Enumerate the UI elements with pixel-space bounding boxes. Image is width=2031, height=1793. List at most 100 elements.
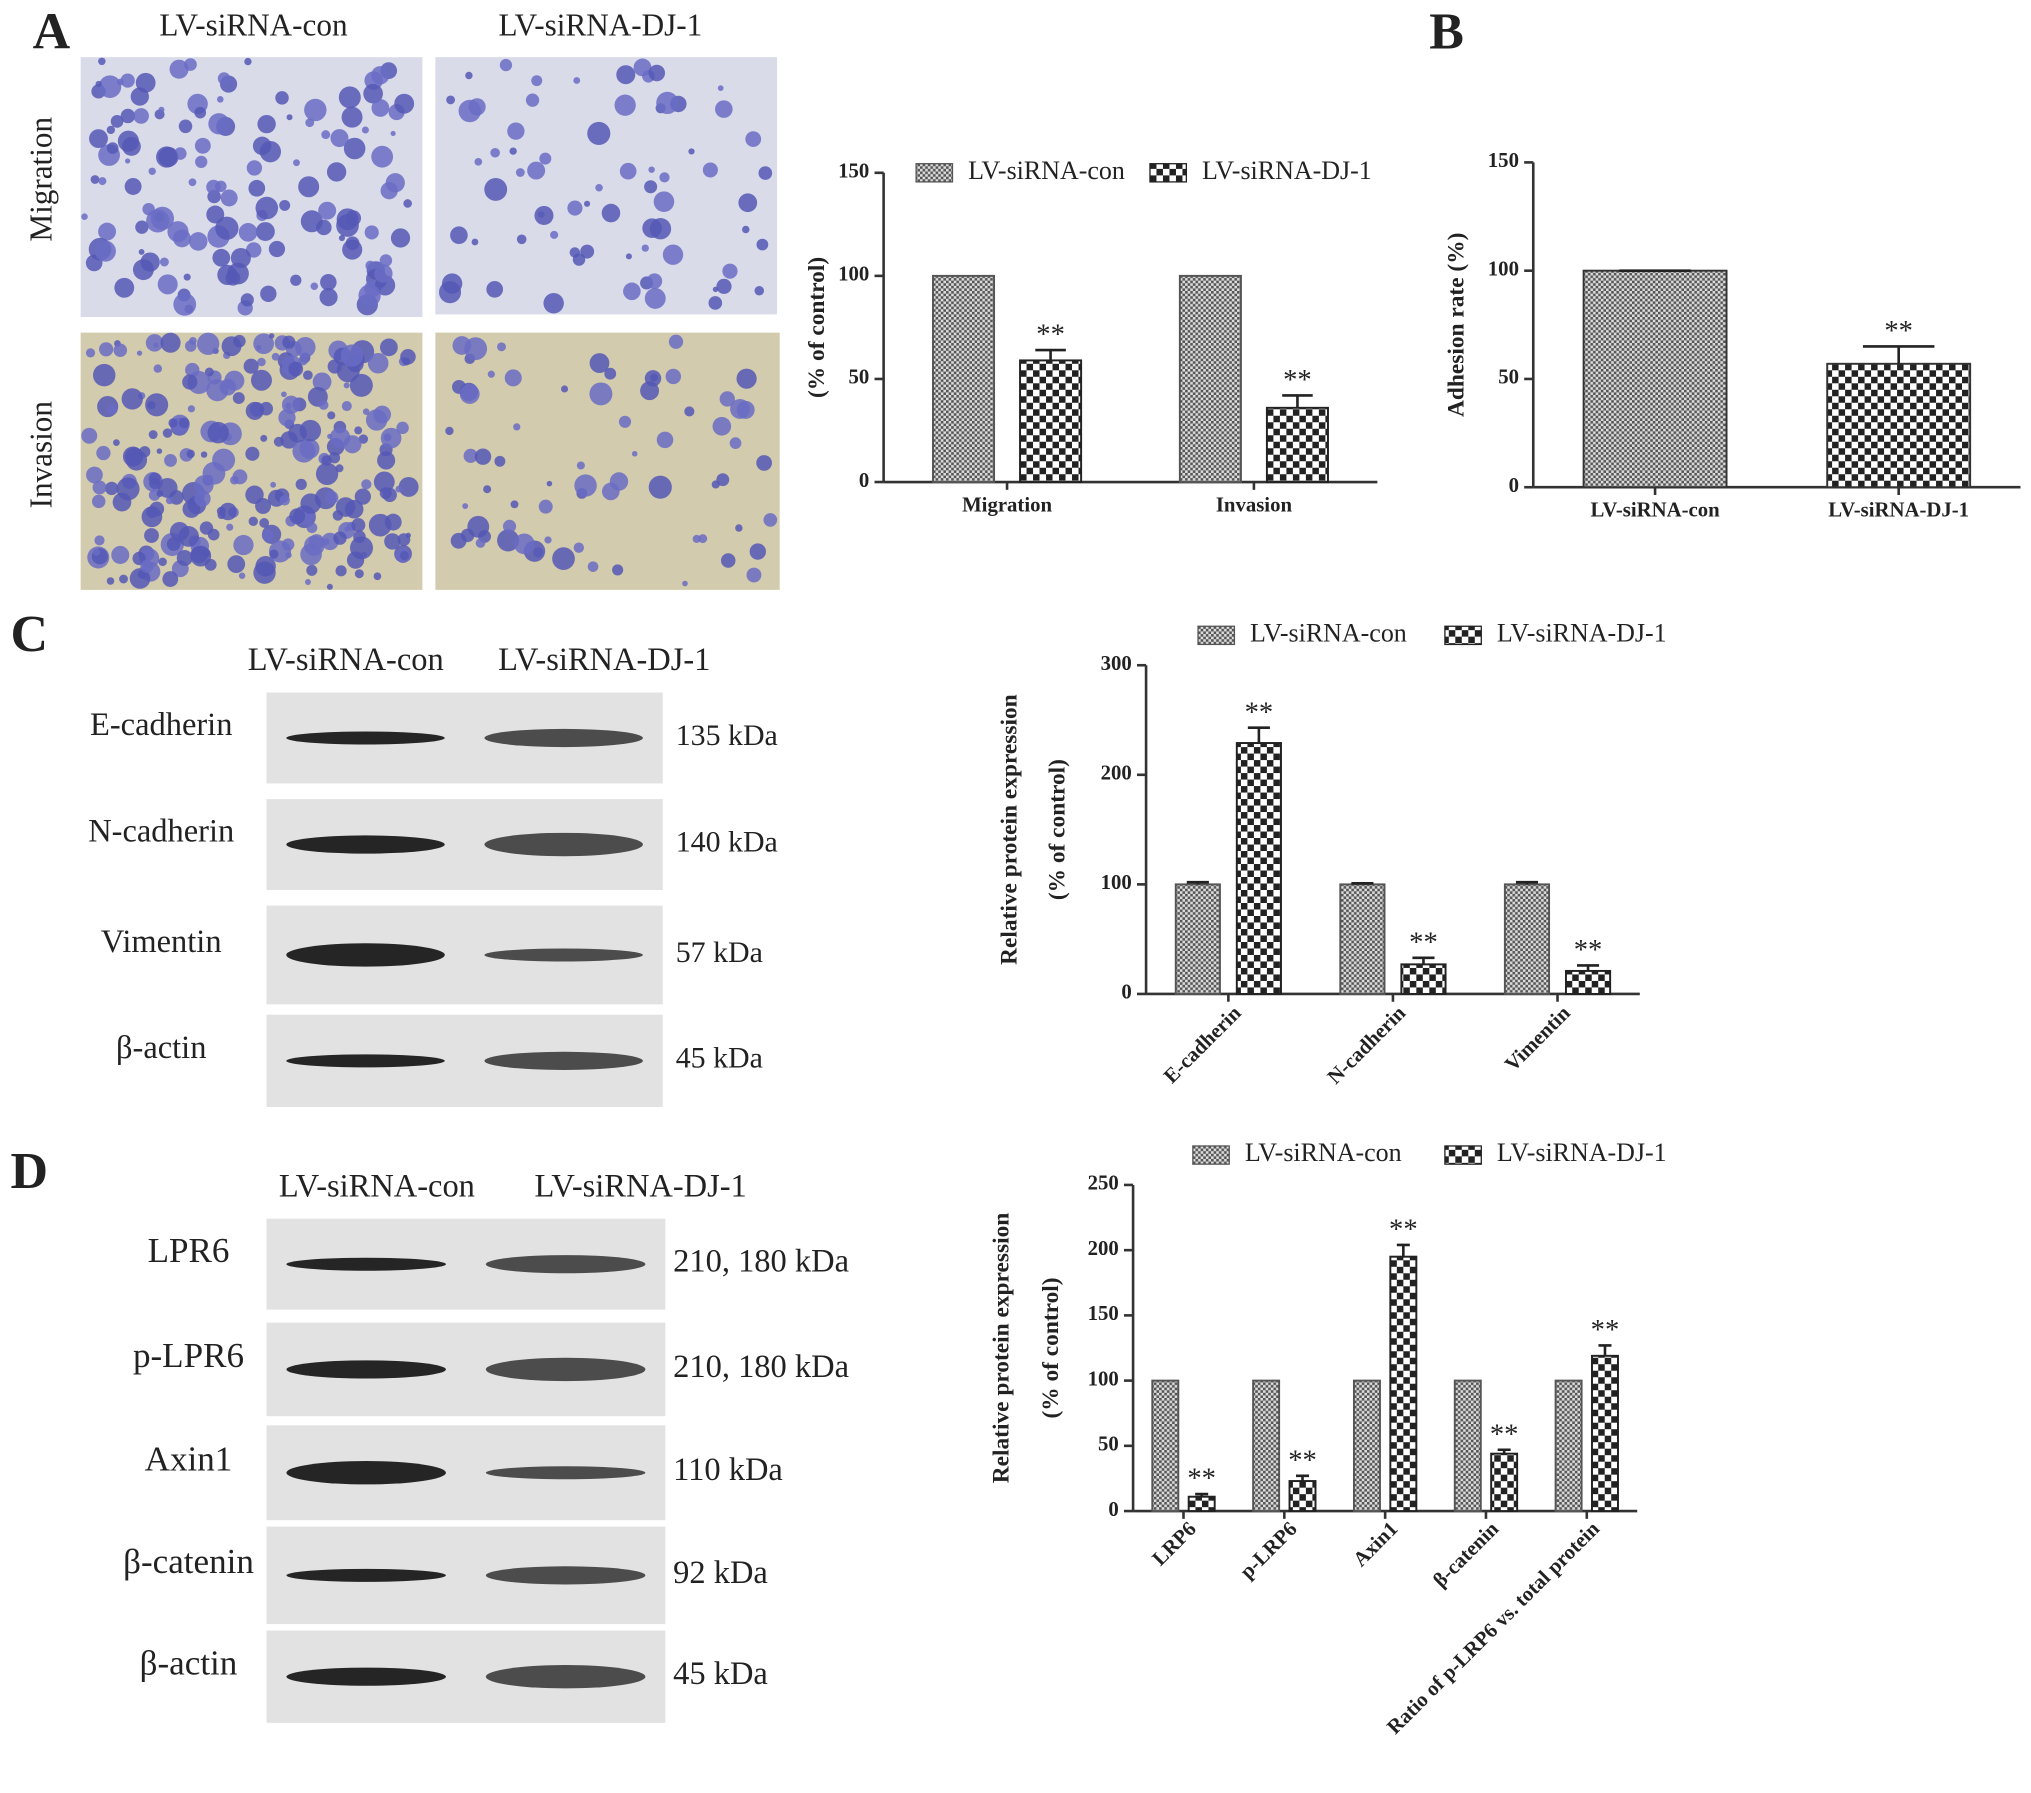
cell [256, 344, 262, 351]
cell [246, 160, 263, 176]
error-bar [1412, 956, 1435, 965]
cell [182, 374, 198, 390]
cell [642, 218, 662, 238]
cell [330, 129, 349, 148]
y-tick-label: 50 [1498, 366, 1519, 389]
cell [255, 196, 279, 220]
x-tick-label: Axin1 [1349, 1517, 1403, 1571]
cell [98, 177, 107, 186]
cell [253, 561, 276, 584]
cell [259, 140, 282, 163]
cell [157, 477, 178, 498]
cell [395, 485, 403, 493]
cell [379, 254, 393, 267]
cell [756, 455, 772, 471]
cell [153, 342, 159, 348]
cell [320, 273, 337, 291]
blot-size: 140 kDa [676, 825, 778, 858]
cell [248, 179, 266, 197]
blot-band [286, 1257, 446, 1271]
cell [321, 455, 332, 466]
blot-size: 92 kDa [673, 1555, 768, 1591]
cell [269, 549, 279, 559]
cell [217, 72, 231, 85]
bar [1174, 883, 1221, 995]
cell [587, 121, 611, 146]
error-bar [1515, 880, 1539, 885]
legend-swatch [915, 163, 954, 183]
blot-band [286, 1360, 446, 1379]
cell [275, 91, 289, 105]
cell [281, 391, 287, 398]
cell [574, 474, 597, 497]
column-header: LV-siRNA-con [248, 642, 444, 678]
blot-band [286, 731, 445, 745]
blot-band [286, 1568, 446, 1582]
cell [158, 557, 167, 567]
cell [140, 559, 154, 573]
cell [497, 529, 520, 552]
cell [232, 392, 245, 405]
cell [499, 58, 513, 72]
cell [162, 428, 173, 438]
cell [333, 531, 347, 545]
micrograph [80, 57, 423, 318]
cell [219, 378, 237, 396]
cell [507, 122, 525, 140]
cell [326, 583, 333, 590]
cell [260, 434, 268, 442]
bar [1235, 742, 1282, 995]
cell [273, 436, 284, 447]
x-tick-label: β-catenin [1429, 1517, 1504, 1592]
cell [736, 368, 757, 389]
cell [106, 125, 116, 135]
blot-band [286, 1667, 446, 1686]
blot-band [485, 1566, 646, 1585]
cell [464, 337, 488, 361]
cell [539, 152, 552, 165]
cell [149, 501, 165, 517]
y-tick-label: 300 [1101, 652, 1132, 675]
error-bar [1247, 726, 1270, 744]
cell [576, 461, 585, 470]
cell [187, 405, 195, 413]
cell [202, 461, 226, 485]
cell [157, 274, 178, 295]
cell [394, 93, 415, 114]
cell [380, 427, 402, 449]
error-bar [1598, 1344, 1612, 1356]
cell [616, 65, 636, 85]
x-tick-label: LRP6 [1148, 1517, 1201, 1570]
cell [159, 257, 169, 267]
y-tick-label: 200 [1101, 762, 1132, 785]
y-tick-label: 0 [1121, 981, 1131, 1004]
x-tick-label: Ratio of p-LRP6 vs. total protein [1383, 1517, 1605, 1739]
cell [255, 497, 272, 514]
cell [140, 252, 160, 272]
cell [546, 480, 553, 487]
cell [326, 162, 347, 182]
legend-swatch [1149, 163, 1188, 183]
cell [385, 173, 405, 193]
cell [648, 64, 666, 82]
x-tick-label: N-cadherin [1323, 1001, 1411, 1089]
bar [1503, 883, 1551, 995]
y-tick-label: 0 [1108, 1498, 1118, 1521]
cell [122, 137, 141, 156]
cell [325, 490, 339, 505]
cell [525, 93, 540, 107]
cell [361, 479, 372, 490]
cell [91, 494, 106, 509]
column-header: LV-siRNA-con [279, 1168, 475, 1204]
cell [399, 550, 410, 561]
cell [295, 478, 307, 490]
cell [345, 210, 362, 226]
cell [490, 147, 500, 158]
cell [304, 98, 327, 122]
cell [322, 538, 330, 546]
cell [92, 363, 116, 387]
cell [717, 85, 724, 91]
cell [98, 75, 122, 98]
cell [589, 353, 610, 373]
